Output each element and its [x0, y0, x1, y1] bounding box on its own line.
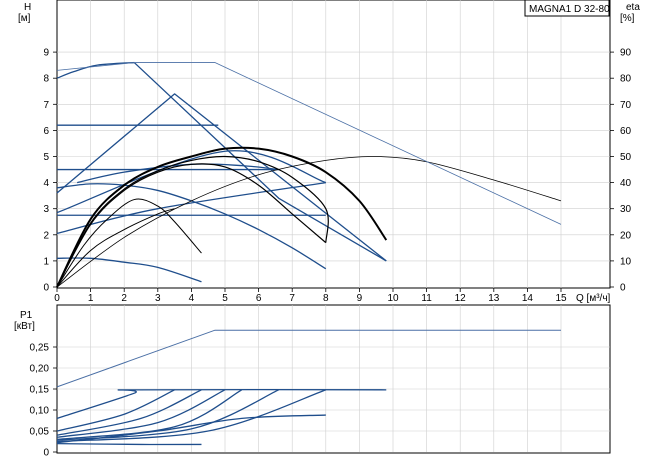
y-tick-label: 5	[43, 152, 49, 163]
x-tick-label: 1	[88, 293, 94, 304]
p1-series-line-power	[56, 389, 175, 432]
x-tick-label: 13	[488, 293, 500, 304]
y2-tick-label: 0	[620, 283, 626, 294]
x-tick-label: 15	[555, 293, 567, 304]
lower-chart: 0 0,05 0,10 0,15 0,20 0,25 P1 [кВт]	[14, 304, 611, 459]
y-axis-label-h: H [м]	[18, 2, 31, 24]
p1-tick-label: 0	[43, 448, 49, 459]
y-tick-label: 0	[43, 283, 49, 294]
x-tick-label: 12	[455, 293, 467, 304]
y2-tick-label: 30	[620, 204, 632, 215]
series-line-duty	[56, 146, 388, 288]
p1-tick-label: 0,10	[30, 406, 50, 417]
x-tick-label: 5	[222, 293, 228, 304]
y-tick-label: 2	[43, 230, 49, 241]
y2-tick-label: 70	[620, 100, 632, 111]
series-line-max-curve	[56, 61, 135, 79]
p1-series-line-power	[56, 389, 202, 436]
y2-tick-label: 40	[620, 178, 632, 189]
upper-y2-ticks: 0 10 20 30 40 50 60 70 80 90	[610, 48, 632, 294]
lower-plot-area	[56, 304, 611, 454]
y2-tick-label: 20	[620, 230, 632, 241]
series-line-duty	[56, 208, 175, 288]
x-tick-label: 3	[155, 293, 161, 304]
series-line-eta	[56, 156, 562, 288]
y-tick-label: 1	[43, 256, 49, 267]
lower-series	[56, 329, 561, 446]
p1-tick-label: 0,20	[30, 364, 50, 375]
y-tick-label: 4	[43, 178, 49, 189]
y-tick-label: 7	[43, 100, 49, 111]
y2-tick-label: 90	[620, 48, 632, 59]
upper-plot-area	[56, 0, 611, 289]
x-tick-label: 0	[54, 293, 60, 304]
p1-tick-label: 0,15	[30, 385, 50, 396]
y-axis-label-p1: P1 [кВт]	[14, 310, 35, 332]
y2-tick-label: 60	[620, 126, 632, 137]
lower-y-ticks: 0 0,05 0,10 0,15 0,20 0,25	[30, 343, 57, 459]
p1-series-line-power	[56, 388, 387, 420]
p1-tick-label: 0,25	[30, 343, 50, 354]
series-line-proportional-upper	[56, 93, 387, 262]
p1-series-line-power	[56, 389, 327, 443]
p1-series-line-power	[56, 414, 326, 444]
y-tick-label: 8	[43, 74, 49, 85]
x-tick-label: 2	[121, 293, 127, 304]
x-tick-label: 8	[323, 293, 329, 304]
series-line-duty	[56, 163, 327, 288]
series-line-eta-envelope	[56, 62, 562, 225]
series-line-duty	[56, 198, 202, 288]
chart-title: MAGNA1 D 32-80	[529, 4, 610, 15]
p1-tick-label: 0,05	[30, 427, 50, 438]
series-line-proportional-max	[133, 62, 387, 262]
upper-x-ticks: 0 1 2 3 4 5 6 7 8 9 10 11 12 13 14 15	[54, 288, 567, 304]
title-box	[524, 0, 610, 17]
y-tick-label: 9	[43, 48, 49, 59]
p1-series-line-power	[56, 389, 243, 441]
y2-tick-label: 50	[620, 152, 632, 163]
y2-axis-label-eta: eta [%]	[620, 2, 640, 24]
p1-series-line-power	[56, 389, 280, 441]
upper-series	[56, 61, 562, 288]
upper-grid	[57, 0, 610, 288]
x-tick-label: 9	[357, 293, 363, 304]
x-tick-label: 6	[256, 293, 262, 304]
p1-series-line-power	[56, 389, 226, 438]
x-tick-label: 7	[289, 293, 295, 304]
y2-tick-label: 10	[620, 256, 632, 267]
series-line-prop-low	[56, 150, 326, 214]
upper-y-ticks: 0 1 2 3 4 5 6 7 8 9	[43, 48, 57, 294]
x-tick-label: 11	[421, 293, 432, 304]
y2-tick-label: 80	[620, 74, 632, 85]
p1-series-line-power	[56, 442, 202, 446]
series-line-const-curve	[56, 257, 202, 283]
x-tick-label: 10	[387, 293, 399, 304]
y-tick-label: 6	[43, 126, 49, 137]
y-tick-label: 3	[43, 204, 49, 215]
series-line-duty	[56, 155, 329, 288]
x-axis-label-q: Q [м³/ч]	[576, 293, 611, 304]
x-tick-label: 4	[189, 293, 195, 304]
lower-grid	[57, 305, 610, 452]
x-tick-label: 14	[522, 293, 534, 304]
series-line-prop-low	[56, 181, 326, 235]
p1-series-line-max-power	[56, 329, 561, 388]
